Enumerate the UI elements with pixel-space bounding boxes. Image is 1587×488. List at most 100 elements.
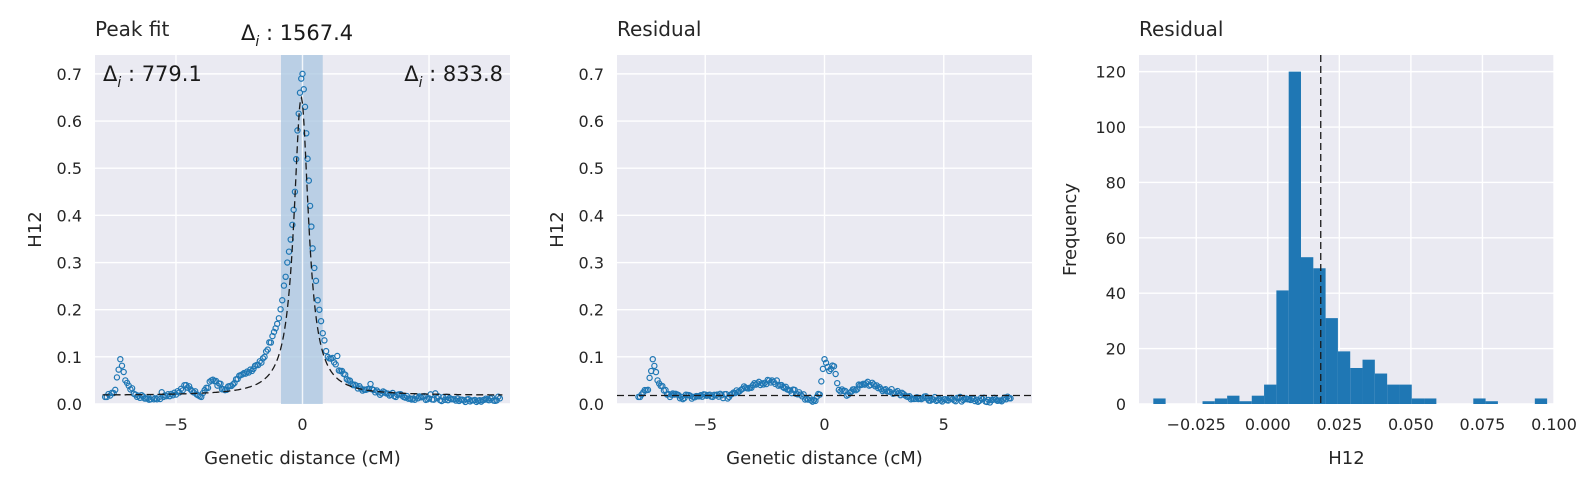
y-tick-label: 0.5 (579, 159, 604, 178)
x-tick-label: 0 (297, 415, 307, 434)
histogram-bar (1313, 268, 1326, 404)
histogram-bars (1153, 71, 1548, 404)
data-point (818, 378, 825, 385)
data-point (275, 315, 283, 322)
data-point (411, 396, 418, 403)
data-point (784, 386, 791, 393)
y-tick-label: 0.0 (579, 395, 604, 414)
data-point (303, 130, 310, 137)
data-point (343, 375, 350, 383)
x-tick-label: −5 (164, 415, 188, 434)
data-point (652, 368, 660, 376)
data-point (716, 390, 724, 398)
data-point (812, 397, 819, 405)
data-point (204, 384, 212, 392)
data-point (118, 362, 126, 369)
data-point (314, 297, 321, 304)
data-point (758, 380, 766, 387)
data-point (156, 395, 164, 403)
data-point (346, 377, 354, 384)
panel-peak-fit: −5 0 5 0.0 0.1 0.2 0.3 0.4 0.5 0.6 0.7 Peak fit Ge… (25, 17, 510, 469)
panel-residual-histogram: −0.025 0.000 0.025 0.050 0.075 0.100 0 20 40 60 80… (1060, 17, 1577, 469)
y-tick-label: 0.1 (57, 348, 82, 367)
data-point (217, 380, 224, 387)
histogram-bar (1362, 359, 1375, 404)
x-axis-label: Genetic distance (cM) (726, 448, 923, 469)
data-point (832, 370, 839, 378)
histogram-bar (1411, 398, 1425, 404)
data-point (332, 361, 339, 368)
histogram-bar (1485, 401, 1498, 404)
data-point (971, 397, 979, 405)
panel-title: Peak fit (95, 17, 169, 41)
histogram-bar (1202, 401, 1215, 404)
data-point (834, 379, 841, 387)
data-point (838, 386, 846, 393)
data-point (654, 377, 661, 384)
histogram-bar (1399, 384, 1412, 404)
data-point (903, 393, 910, 400)
histogram-bar (1288, 71, 1301, 404)
y-tick-label: 0.3 (57, 254, 82, 273)
data-point (196, 393, 203, 400)
histogram-bar (1424, 398, 1437, 404)
x-tick-label: 0 (819, 415, 829, 434)
data-point (1005, 395, 1013, 402)
data-point (239, 371, 246, 378)
data-point (827, 365, 835, 373)
data-point (829, 362, 836, 369)
x-tick-label: 0.000 (1245, 415, 1291, 434)
data-point (300, 86, 307, 93)
y-tick-label: 0.5 (57, 159, 82, 178)
histogram-bar (1153, 398, 1166, 404)
x-tick-label: 0.075 (1460, 415, 1506, 434)
data-points (101, 70, 504, 406)
y-tick-label: 0.4 (579, 206, 604, 225)
histogram-bar (1325, 318, 1338, 404)
data-point (322, 347, 330, 355)
data-point (270, 328, 278, 336)
histogram-bar (1227, 395, 1240, 404)
data-point (296, 89, 304, 96)
data-point (317, 317, 325, 325)
data-point (927, 397, 934, 404)
data-point (120, 368, 127, 376)
data-point (992, 396, 1000, 403)
data-point (728, 390, 736, 398)
y-tick-label: 20 (1106, 340, 1126, 359)
x-tick-label: 0.025 (1316, 415, 1362, 434)
panel-title: Residual (617, 17, 701, 41)
data-point (815, 390, 822, 398)
histogram-bar (1264, 384, 1277, 404)
data-point (495, 393, 502, 400)
y-tick-label: 0.7 (57, 65, 82, 84)
data-point (316, 306, 323, 313)
data-point (272, 325, 279, 332)
y-tick-label: 40 (1106, 284, 1126, 303)
data-point (185, 383, 193, 390)
data-point (649, 355, 656, 363)
data-point (231, 379, 238, 387)
data-point (277, 306, 284, 313)
data-point (312, 277, 320, 285)
gridlines (1139, 55, 1555, 405)
data-point (284, 259, 291, 266)
y-axis-label: H12 (25, 211, 46, 247)
data-point (128, 385, 136, 392)
data-point (430, 396, 437, 403)
data-point (229, 381, 237, 388)
data-point (221, 386, 229, 394)
histogram-bar (1276, 290, 1289, 404)
y-tick-label: 0.0 (57, 395, 82, 414)
data-point (1004, 393, 1011, 400)
data-point (282, 273, 289, 281)
y-axis-label: H12 (547, 211, 568, 247)
data-point (305, 177, 313, 184)
annotation-left: Δi : 779.1 (103, 62, 202, 91)
data-points (635, 355, 1014, 406)
data-point (289, 221, 296, 228)
histogram-bar (1251, 395, 1265, 404)
plot-area (1139, 55, 1554, 404)
histogram-bar (1337, 351, 1351, 404)
data-point (264, 346, 271, 353)
